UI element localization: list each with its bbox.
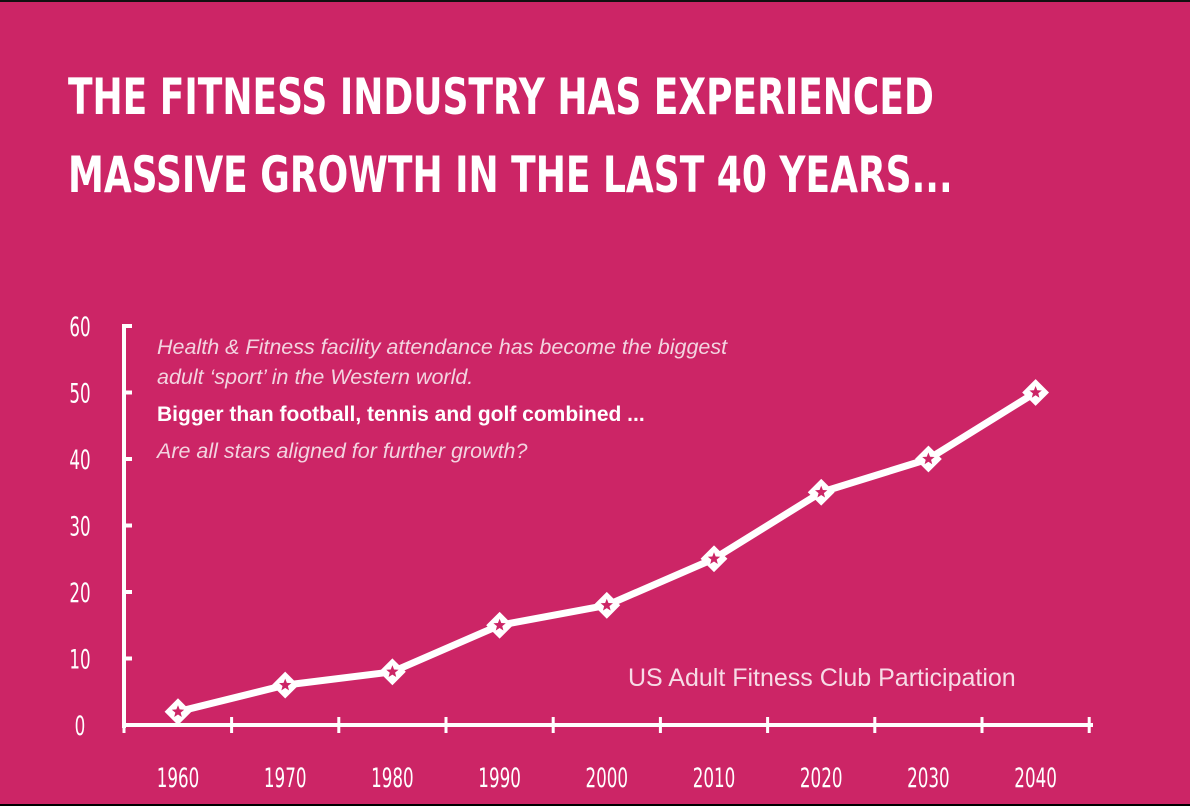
star-icon xyxy=(386,665,399,678)
x-tick-label: 1970 xyxy=(264,763,307,794)
x-tick-label: 2000 xyxy=(586,763,629,794)
star-icon xyxy=(171,705,185,717)
star-icon xyxy=(922,452,935,465)
y-tick-label: 50 xyxy=(69,378,90,409)
note-line-2: adult ‘sport’ in the Western world. xyxy=(157,365,474,389)
x-tick-label: 2040 xyxy=(1014,763,1057,794)
star-icon xyxy=(600,598,613,611)
x-tick-label: 1980 xyxy=(371,763,414,794)
star-icon xyxy=(493,618,506,631)
x-tick-label: 1990 xyxy=(478,763,521,794)
y-tick-label: 30 xyxy=(69,511,90,542)
note-line-3: Bigger than football, tennis and golf co… xyxy=(157,403,645,426)
note-line-4: Are all stars aligned for further growth… xyxy=(157,439,528,463)
note-line-1: Health & Fitness facility attendance has… xyxy=(157,335,728,359)
chart-annotation: US Adult Fitness Club Participation xyxy=(628,664,1016,692)
y-tick-label: 10 xyxy=(69,644,90,675)
x-tick-label: 1960 xyxy=(157,763,200,794)
y-tick-label: 20 xyxy=(69,578,90,609)
star-icon xyxy=(707,552,721,565)
y-tick-label: 0 xyxy=(75,711,86,742)
star-icon xyxy=(1029,386,1042,398)
x-tick-label: 2020 xyxy=(800,763,843,794)
y-tick-label: 40 xyxy=(69,445,90,476)
star-icon xyxy=(815,485,828,498)
x-tick-label: 2030 xyxy=(907,763,950,794)
star-icon xyxy=(279,678,292,691)
y-tick-label: 60 xyxy=(69,312,90,343)
chart-note: Health & Fitness facility attendance has… xyxy=(157,332,877,466)
x-tick-label: 2010 xyxy=(693,763,736,794)
